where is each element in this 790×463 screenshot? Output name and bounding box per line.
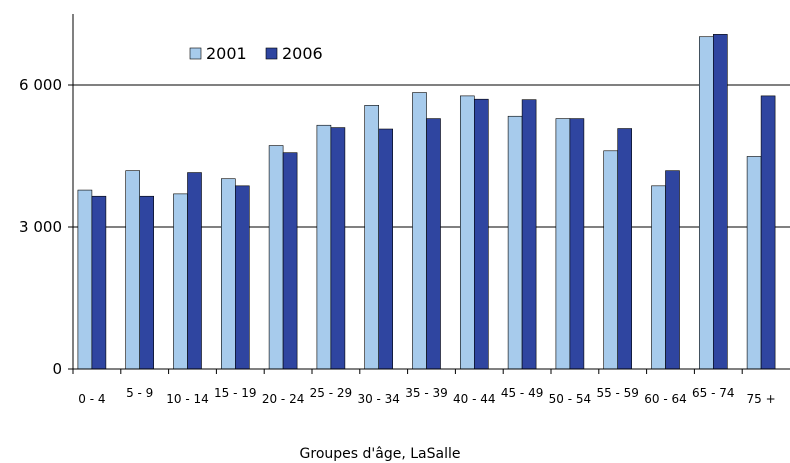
y-tick-label-2: 6 000 (19, 76, 62, 94)
bar-2001-10 (555, 118, 571, 370)
x-tick-label-13: 65 - 74 (692, 386, 735, 400)
bar-2001-5 (316, 124, 332, 370)
bar-2001-8 (459, 95, 475, 370)
bar-2006-11 (617, 128, 633, 370)
bar-2001-6 (364, 105, 380, 370)
x-axis-label: Groupes d'âge, LaSalle (300, 446, 461, 462)
bar-2001-0 (77, 189, 93, 370)
legend-swatch-2001 (189, 47, 202, 60)
x-tick-label-8: 40 - 44 (453, 392, 496, 406)
x-tick-label-9: 45 - 49 (501, 386, 544, 400)
bar-2001-12 (651, 185, 666, 370)
bar-2001-4 (268, 145, 284, 370)
x-tick-label-1: 5 - 9 (126, 386, 153, 400)
legend-swatch-2006 (265, 47, 278, 60)
x-tick-label-5: 25 - 29 (310, 386, 353, 400)
bar-2006-1 (139, 195, 154, 370)
bar-2006-4 (282, 152, 298, 370)
legend-label-2001: 2001 (206, 44, 247, 63)
legend-label-2006: 2006 (282, 44, 323, 63)
bars (77, 34, 776, 370)
x-tick-label-6: 30 - 34 (357, 392, 400, 406)
x-tick-label-0: 0 - 4 (78, 392, 105, 406)
x-tick-label-10: 50 - 54 (549, 392, 592, 406)
bar-2001-2 (173, 193, 188, 370)
bar-2006-14 (760, 95, 776, 370)
bar-2006-6 (378, 128, 394, 370)
bar-2001-9 (507, 115, 523, 370)
x-tick-label-14: 75 + (747, 392, 776, 406)
x-tick-label-3: 15 - 19 (214, 386, 257, 400)
bar-2006-5 (330, 127, 346, 370)
y-tick-label-0: 0 (52, 360, 62, 378)
bar-2001-11 (603, 150, 619, 370)
x-tick-label-4: 20 - 24 (262, 392, 305, 406)
bar-2006-0 (91, 195, 107, 370)
x-tick-label-7: 35 - 39 (405, 386, 448, 400)
axes (72, 14, 790, 370)
bar-2006-3 (235, 185, 250, 370)
bar-2006-7 (426, 118, 441, 370)
bar-2001-14 (746, 156, 762, 370)
x-tick-label-11: 55 - 59 (596, 386, 639, 400)
bar-2001-7 (412, 92, 427, 370)
bar-2006-10 (569, 118, 585, 370)
y-tick-labels: 0 3 000 6 000 (19, 76, 73, 378)
bar-2001-3 (221, 178, 236, 370)
bar-2006-2 (187, 172, 202, 370)
bar-2006-9 (521, 99, 537, 370)
bar-2001-13 (698, 36, 714, 370)
x-tick-label-12: 60 - 64 (644, 392, 687, 406)
legend: 2001 2006 (189, 44, 323, 63)
x-tick-label-2: 10 - 14 (166, 392, 209, 406)
x-tick-labels: 0 - 4 5 - 9 10 - 14 15 - 19 20 - 24 25 - 29 30… (72, 369, 776, 406)
bar-2001-1 (125, 170, 140, 370)
y-tick-label-1: 3 000 (19, 218, 62, 236)
bar-2006-13 (712, 34, 728, 370)
bar-2006-8 (473, 98, 489, 370)
bar-2006-12 (665, 170, 680, 370)
